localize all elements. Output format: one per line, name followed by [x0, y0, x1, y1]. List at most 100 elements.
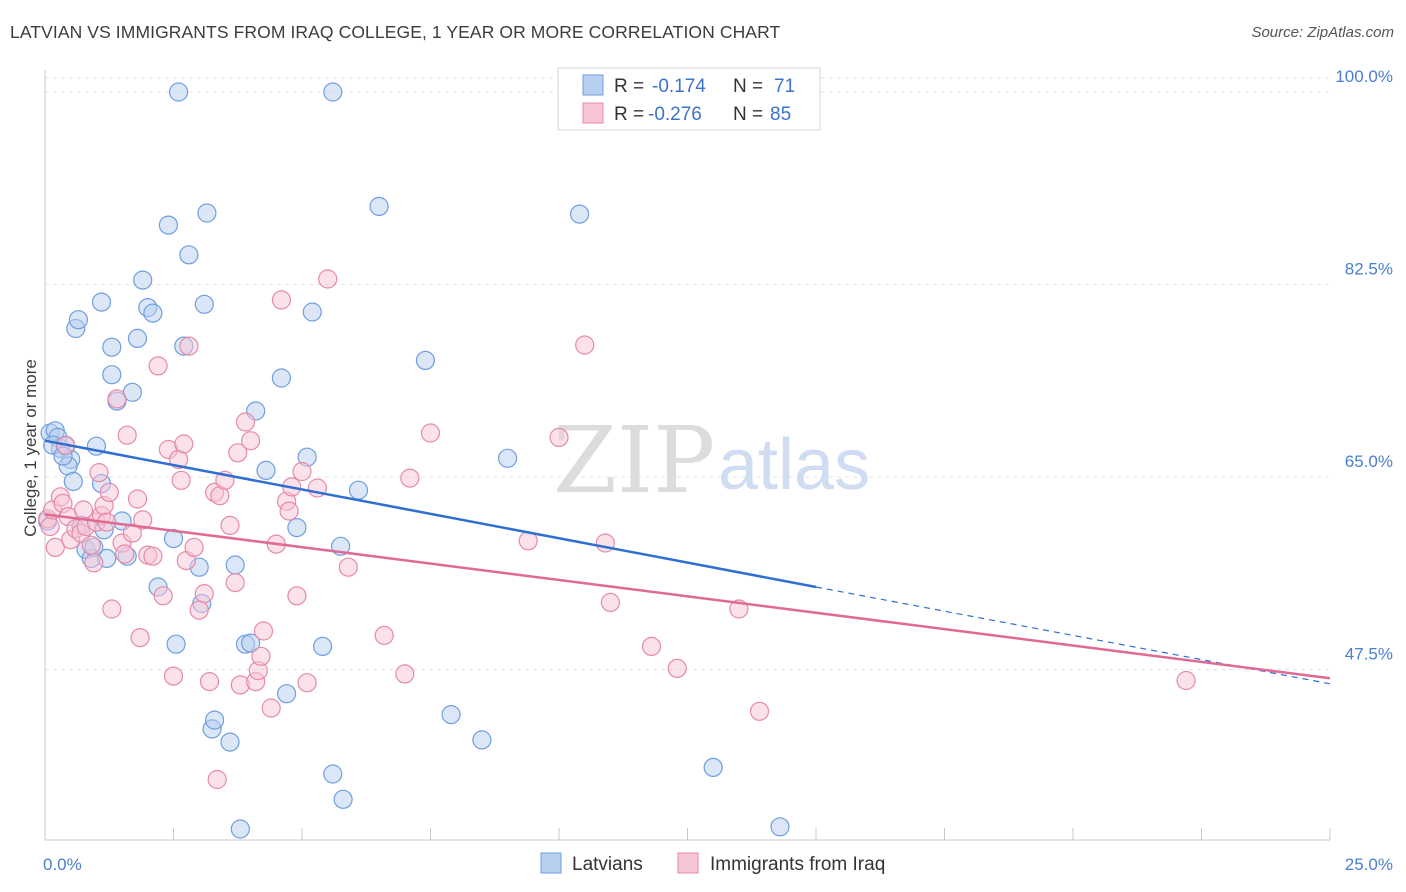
iraq-point-70: [338, 557, 358, 577]
iraq-point-63: [279, 501, 299, 521]
iraq-trend-line: [44, 513, 1331, 680]
y-tick-label-0: 100.0%: [1335, 67, 1393, 86]
legend-n-label-iraq: N =: [733, 104, 763, 125]
latvians-point-16: [102, 365, 122, 385]
iraq-point-13: [81, 535, 101, 555]
iraq-point-40: [179, 336, 199, 356]
y-tick-label-3: 47.5%: [1345, 645, 1393, 664]
iraq-point-28: [130, 627, 150, 648]
latvians-point-62: [169, 82, 189, 102]
iraq-point-66: [292, 461, 312, 482]
legend-n-value-iraq: 85: [770, 104, 791, 125]
latvians-point-50: [323, 764, 343, 784]
legend-bottom: Latvians Immigrants from Iraq: [540, 852, 885, 875]
iraq-point-59: [261, 698, 281, 718]
y-tick-label-2: 65.0%: [1345, 452, 1393, 471]
legend-n-value-latvians: 71: [774, 76, 795, 97]
iraq-point-72: [395, 664, 415, 684]
iraq-point-49: [220, 515, 240, 536]
latvians-point-58: [498, 448, 518, 468]
iraq-point-81: [667, 658, 687, 679]
y-tick-label-1: 82.5%: [1345, 260, 1393, 279]
iraq-point-58: [253, 621, 274, 641]
iraq-point-46: [207, 769, 227, 790]
iraq-point-33: [153, 586, 173, 606]
iraq-point-42: [189, 600, 209, 620]
iraq-point-31: [143, 546, 163, 566]
iraq-point-76: [549, 427, 569, 447]
legend-top: R = -0.174 N = 71 R = -0.276 N = 85: [557, 67, 821, 131]
legend-r-value-latvians: -0.174: [652, 76, 706, 97]
iraq-point-84: [1176, 670, 1196, 691]
iraq-point-16: [89, 463, 109, 483]
bottom-legend-label-iraq: Immigrants from Iraq: [710, 854, 885, 875]
legend-swatch-iraq: [582, 102, 604, 124]
iraq-point-38: [174, 434, 194, 454]
y-axis-label: College, 1 year or more: [21, 359, 40, 537]
source-label: Source: ZipAtlas.com: [1251, 24, 1394, 41]
latvians-point-21: [127, 328, 148, 348]
legend-r-value-iraq: -0.276: [648, 104, 702, 125]
iraq-point-67: [297, 673, 317, 693]
iraq-point-57: [251, 646, 271, 666]
latvians-point-22: [133, 270, 153, 290]
latvians-point-67: [102, 337, 122, 357]
latvians-point-43: [256, 460, 276, 480]
latvians-point-60: [703, 757, 723, 778]
iraq-point-83: [749, 701, 770, 721]
latvians-point-48: [302, 302, 322, 322]
bottom-legend-swatch-iraq: [677, 852, 699, 874]
bottom-legend-swatch-latvians: [540, 852, 562, 874]
iraq-point-71: [374, 625, 394, 646]
iraq-point-37: [171, 470, 191, 490]
latvians-point-56: [441, 704, 461, 725]
latvians-point-30: [179, 245, 199, 265]
latvians-point-26: [158, 215, 178, 235]
iraq-point-53: [235, 412, 256, 432]
iraq-point-43: [194, 583, 214, 604]
iraq-point-54: [241, 431, 261, 451]
iraq-point-50: [225, 572, 245, 593]
chart-title: LATVIAN VS IMMIGRANTS FROM IRAQ COLLEGE,…: [10, 22, 781, 42]
latvians-point-54: [369, 196, 389, 216]
latvians-point-49: [313, 636, 333, 657]
latvians-point-57: [472, 730, 492, 750]
latvians-point-63: [323, 82, 343, 102]
latvians-point-41: [241, 633, 261, 653]
legend-r-label-iraq: R =: [614, 104, 644, 125]
iraq-point-51: [228, 443, 248, 463]
latvians-point-61: [770, 817, 790, 837]
trend-lines: [44, 439, 1331, 685]
iraq-point-74: [420, 423, 441, 443]
iraq-point-1: [40, 516, 60, 537]
latvians-point-59: [569, 204, 590, 224]
latvians-point-66: [91, 292, 112, 312]
iraq-point-22: [107, 389, 127, 409]
iraq-point-20: [99, 482, 119, 502]
bottom-legend-label-latvians: Latvians: [572, 854, 643, 875]
watermark-zip: ZIP: [553, 407, 715, 514]
latvians-point-8: [63, 471, 83, 491]
latvians-point-38: [225, 555, 245, 575]
iraq-point-35: [163, 666, 184, 686]
y-tick-labels: 100.0% 82.5% 65.0% 47.5%: [1335, 67, 1393, 664]
latvians-point-53: [348, 480, 369, 500]
iraq-point-69: [318, 269, 338, 289]
iraq-point-61: [271, 290, 291, 310]
legend-r-label-latvians: R =: [614, 76, 644, 97]
iraq-point-65: [287, 586, 307, 606]
latvians-trend-line: [44, 439, 817, 589]
iraq-point-26: [122, 523, 142, 543]
latvians-point-46: [287, 517, 307, 538]
latvians-point-45: [277, 684, 297, 704]
latvians-point-24: [143, 303, 163, 323]
x-tick-labels: 0.0% 25.0%: [43, 855, 1393, 874]
latvians-point-65: [68, 310, 89, 330]
iraq-point-79: [600, 592, 621, 613]
latvians-point-44: [271, 368, 291, 388]
iraq-point-27: [127, 489, 148, 509]
latvians-point-36: [205, 710, 225, 730]
latvians-point-52: [333, 789, 353, 809]
iraq-point-29: [133, 510, 153, 530]
iraq-point-41: [184, 537, 204, 558]
